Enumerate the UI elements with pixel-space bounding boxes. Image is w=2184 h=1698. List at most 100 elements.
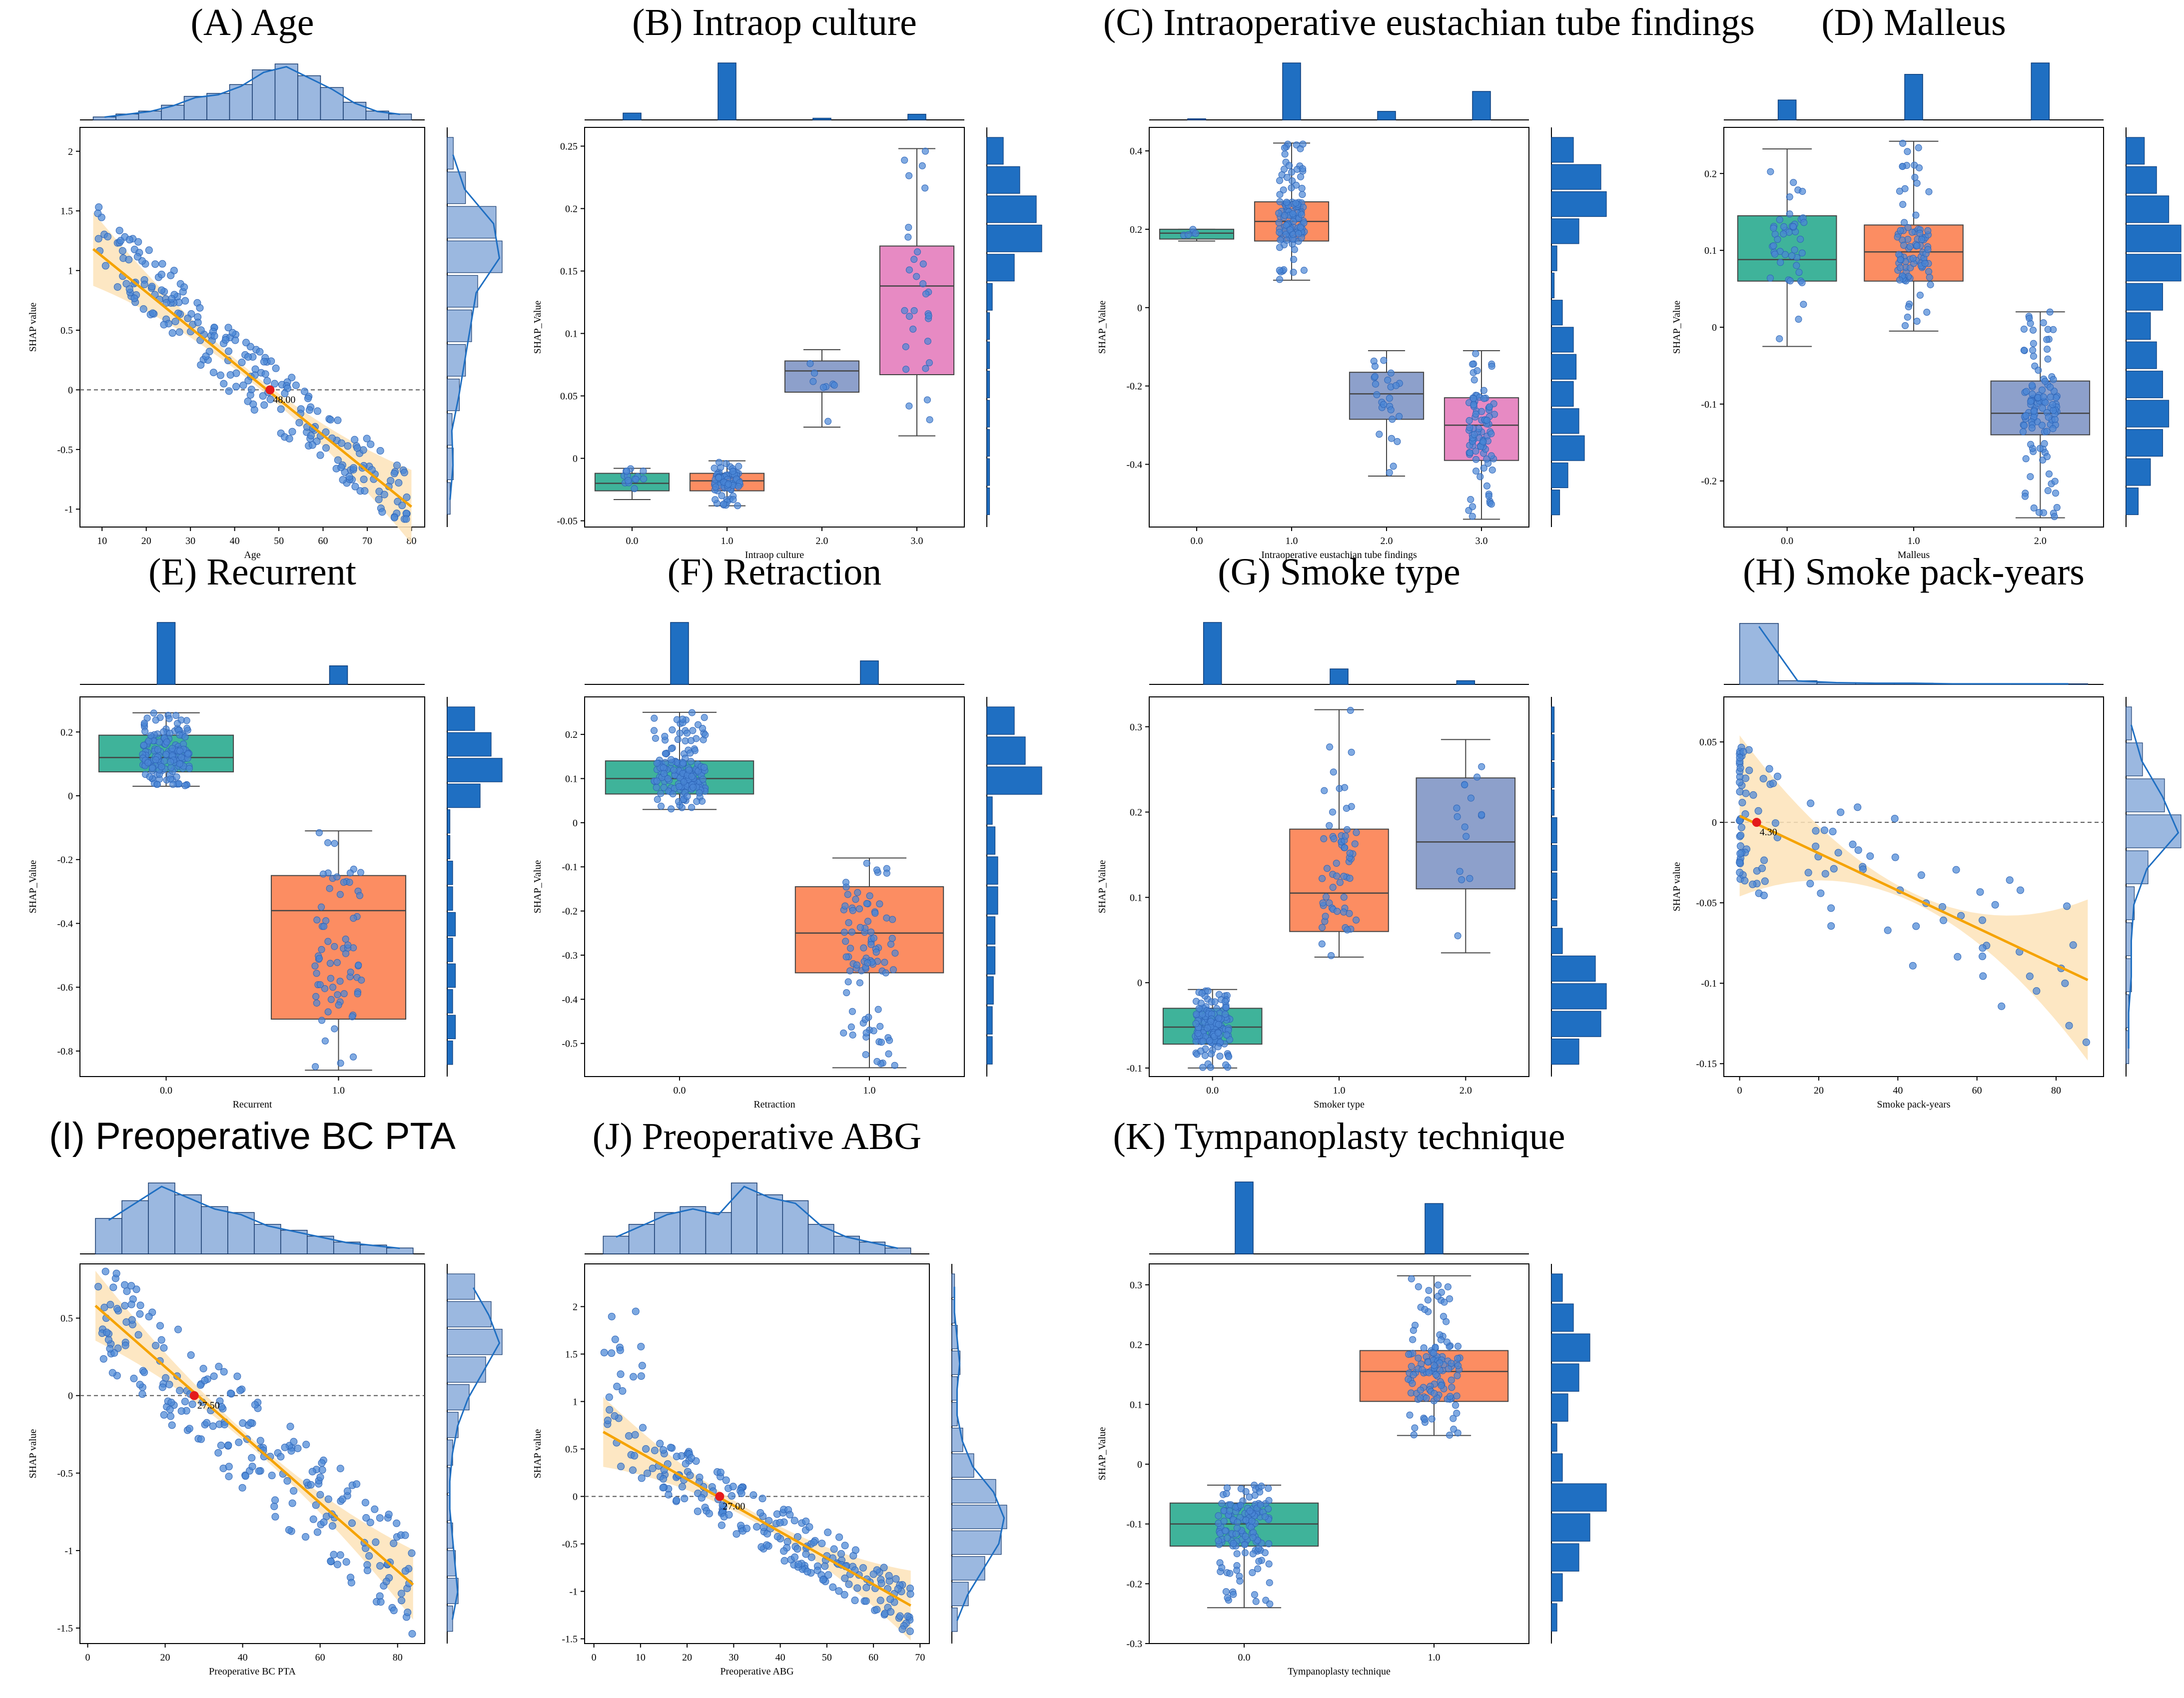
top-hist-bar	[227, 1212, 255, 1254]
scatter-point	[749, 1491, 757, 1499]
panel-title: (G) Smoke type	[1218, 551, 1460, 593]
right-hist-bar	[951, 1607, 958, 1632]
top-hist-bar	[1187, 118, 1206, 120]
scatter-point	[251, 1401, 259, 1409]
right-hist-bar	[1551, 272, 1555, 298]
box-point	[1409, 1380, 1416, 1387]
box-point	[1896, 276, 1904, 284]
box-point	[1223, 1484, 1231, 1492]
box-point	[147, 732, 154, 739]
y-axis-label: SHAP value	[1671, 862, 1682, 912]
box-point	[1333, 872, 1341, 880]
scatter-point	[160, 1411, 168, 1419]
box-point	[1198, 990, 1206, 997]
scatter-point	[376, 1562, 384, 1570]
y-tick-label: 0.05	[560, 391, 578, 402]
box-point	[1222, 998, 1229, 1005]
scatter-point	[197, 1435, 205, 1443]
y-tick-label: 0	[68, 791, 73, 802]
box-point	[702, 731, 709, 738]
box-point	[1242, 1533, 1249, 1540]
scatter-point	[167, 271, 175, 279]
scatter-point	[101, 1267, 109, 1275]
scatter-point	[390, 470, 398, 478]
scatter-point	[616, 1346, 624, 1354]
scatter-point	[302, 1441, 310, 1449]
x-tick-label: 70	[915, 1652, 925, 1663]
scatter-point	[376, 447, 384, 455]
y-tick-label: 0.4	[1130, 146, 1142, 157]
scatter-point	[232, 383, 240, 391]
box-point	[1226, 1570, 1234, 1577]
top-hist-bar	[156, 622, 176, 685]
box-point	[1318, 940, 1326, 948]
scatter-point	[157, 286, 165, 294]
box-point	[2044, 487, 2052, 495]
box-point	[183, 724, 191, 732]
box-point	[660, 770, 668, 777]
scatter-point	[94, 1283, 102, 1291]
scatter-point	[167, 1398, 175, 1406]
reference-point	[189, 1391, 199, 1400]
scatter-point	[698, 1494, 706, 1502]
box-point	[654, 796, 661, 803]
scatter-point	[377, 1598, 385, 1606]
box-point	[683, 729, 691, 737]
box-point	[1286, 162, 1293, 169]
panel-J: (J) Preoperative ABG-1.5-1-0.500.511.520…	[532, 1116, 1007, 1677]
right-hist-bar	[2126, 312, 2151, 340]
box-point	[1436, 1366, 1444, 1374]
box-point	[687, 737, 695, 744]
scatter-point	[1758, 864, 1766, 872]
scatter-point	[277, 405, 285, 413]
box-point	[1251, 1591, 1258, 1599]
scatter-point	[108, 1369, 116, 1377]
right-hist-bar	[2126, 371, 2163, 399]
x-axis-label: Intraoperative eustachian tube findings	[1261, 550, 1417, 561]
scatter-point	[185, 1425, 193, 1433]
scatter-point	[353, 444, 361, 452]
right-hist-bar	[2126, 224, 2182, 252]
scatter-point	[138, 1390, 146, 1398]
box-point	[1918, 236, 1926, 243]
box-point	[863, 900, 870, 907]
y-axis-label: SHAP_Value	[1097, 1427, 1108, 1481]
box-point	[1455, 1342, 1462, 1350]
panel-title: (I) Preoperative BC PTA	[49, 1115, 456, 1157]
box-point	[1388, 435, 1395, 442]
reference-point	[265, 385, 275, 395]
right-hist-bar	[951, 1530, 1002, 1555]
trend-line	[92, 248, 413, 508]
box-point	[1218, 1564, 1226, 1572]
box-point	[1265, 1485, 1272, 1492]
box-point	[925, 359, 933, 367]
scatter-point	[104, 1336, 112, 1344]
box-point	[725, 481, 732, 488]
scatter-point	[175, 328, 183, 336]
trend-line	[1739, 815, 2089, 982]
box-point	[313, 916, 321, 924]
scatter-point	[1738, 799, 1746, 807]
x-axis-label: Smoke pack-years	[1877, 1099, 1950, 1110]
right-hist-bar	[2126, 137, 2145, 165]
scatter-point	[1821, 870, 1829, 878]
scatter-point	[1952, 866, 1960, 874]
box-point	[1348, 748, 1355, 756]
box-point	[1292, 199, 1300, 207]
box-point	[1799, 188, 1806, 195]
box-point	[1295, 230, 1302, 237]
box-point	[674, 736, 682, 743]
panel-H: (H) Smoke pack-years -0.15 -0.1 -0.05 0 0.05 0…	[1671, 551, 2182, 1110]
right-hist-bar	[986, 312, 990, 340]
box-point	[1283, 236, 1291, 244]
top-kde-curve	[108, 1185, 400, 1249]
box-point	[321, 1037, 329, 1045]
box-point	[2044, 346, 2051, 353]
top-hist-bar	[329, 665, 348, 685]
box-point	[331, 943, 338, 950]
scatter-point	[732, 1530, 740, 1538]
right-hist-bar	[1551, 1011, 1601, 1037]
box-point	[1795, 269, 1803, 276]
y-tick-label: 0.1	[1130, 892, 1142, 903]
box-point	[1230, 1591, 1237, 1598]
